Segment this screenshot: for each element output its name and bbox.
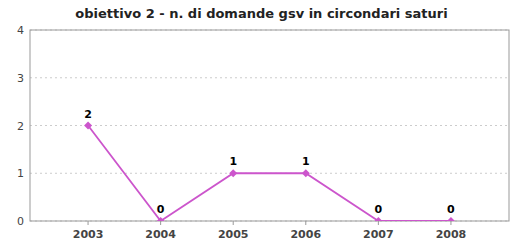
- grid-line: [30, 77, 509, 78]
- y-tick-label: 2: [17, 120, 24, 133]
- y-tick-label: 0: [17, 215, 24, 228]
- x-tick: [378, 221, 379, 225]
- data-label: 1: [229, 155, 237, 168]
- x-tick-label: 2006: [290, 228, 321, 241]
- x-tick-label: 2005: [218, 228, 249, 241]
- point-marker: [447, 217, 455, 221]
- point-marker: [84, 122, 92, 130]
- x-tick: [305, 221, 306, 225]
- data-label: 1: [302, 155, 310, 168]
- x-tick-label: 2003: [73, 228, 104, 241]
- data-label: 0: [157, 203, 165, 216]
- data-label: 0: [447, 203, 455, 216]
- data-label: 0: [375, 203, 383, 216]
- x-tick: [450, 221, 451, 225]
- point-marker: [302, 169, 310, 177]
- plot-area: [84, 122, 455, 222]
- x-tick: [88, 221, 89, 225]
- y-tick-label: 3: [17, 72, 24, 85]
- x-tick-label: 2007: [363, 228, 394, 241]
- x-tick-label: 2008: [436, 228, 467, 241]
- chart-container: obiettivo 2 - n. di domande gsv in circo…: [0, 0, 523, 247]
- point-marker: [374, 217, 382, 221]
- x-tick: [233, 221, 234, 225]
- grid-line: [30, 125, 509, 126]
- y-tick-label: 4: [17, 24, 24, 37]
- y-tick-label: 1: [17, 167, 24, 180]
- chart-svg: obiettivo 2 - n. di domande gsv in circo…: [0, 0, 523, 247]
- data-label: 2: [84, 108, 92, 121]
- x-tick: [160, 221, 161, 225]
- series-line: [88, 126, 451, 222]
- point-marker: [229, 169, 237, 177]
- title: obiettivo 2 - n. di domande gsv in circo…: [75, 6, 447, 21]
- x-tick-label: 2004: [145, 228, 176, 241]
- point-marker: [157, 217, 165, 221]
- plot-frame: [30, 30, 509, 221]
- y-grid: [30, 30, 509, 221]
